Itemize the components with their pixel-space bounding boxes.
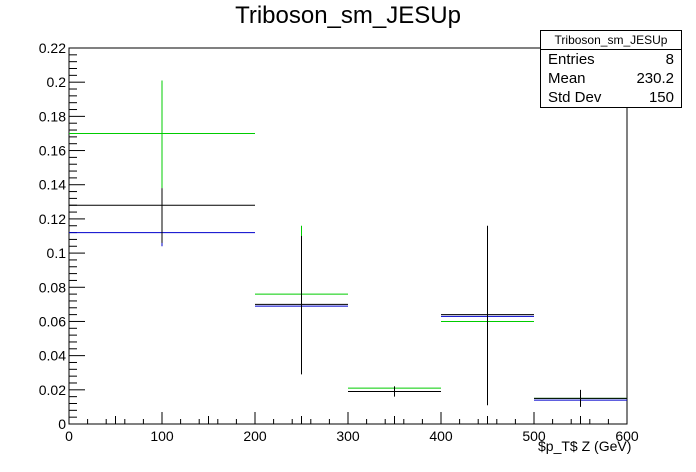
stats-row-entries: Entries 8 [541,50,681,69]
x-tick-label: 100 [150,428,174,444]
x-tick-label: 300 [336,428,360,444]
y-tick-label: 0.06 [39,313,66,329]
y-tick-label: 0.18 [39,108,66,124]
y-tick-label: 0.08 [39,279,66,295]
y-tick-label: 0.22 [39,40,66,56]
x-tick-label: 500 [522,428,546,444]
axis-tick-labels: 0 100 200 300 400 500 600 0 0.02 0.04 0.06 0.08 0.1 0… [39,40,639,444]
x-tick-label: 400 [429,428,453,444]
stats-label: Std Dev [548,89,602,106]
x-tick-label: 600 [615,428,639,444]
stats-value: 150 [648,89,674,106]
x-axis-label: $p_T$ Z (GeV) [538,438,632,454]
x-tick-label: 200 [243,428,267,444]
stats-label: Entries [548,51,595,68]
y-tick-label: 0.16 [39,143,66,159]
x-tick-label: 0 [65,428,73,444]
y-tick-label: 0.2 [47,74,67,90]
y-tick-label: 0.1 [47,245,67,261]
y-tick-label: 0.02 [39,382,66,398]
stats-value: 230.2 [636,70,674,87]
y-tick-label: 0.14 [39,177,66,193]
stats-row-mean: Mean 230.2 [541,69,681,88]
y-tick-label: 0 [58,416,66,432]
stats-box-title: Triboson_sm_JESUp [541,31,681,50]
stats-row-stddev: Std Dev 150 [541,88,681,107]
data-marks [69,80,627,407]
stats-label: Mean [548,70,586,87]
stats-box: Triboson_sm_JESUp Entries 8 Mean 230.2 S… [540,30,682,108]
stats-value: 8 [665,51,674,68]
axis-ticks [68,47,628,425]
y-tick-label: 0.12 [39,211,66,227]
y-tick-label: 0.04 [39,348,66,364]
chart-title: Triboson_sm_JESUp [235,2,461,29]
